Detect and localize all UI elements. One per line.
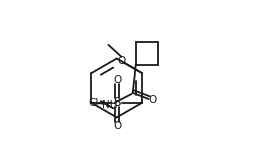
Text: S: S xyxy=(114,96,121,109)
Text: O: O xyxy=(117,56,126,66)
Text: O: O xyxy=(148,96,157,105)
Text: Cl: Cl xyxy=(88,98,98,108)
Text: O: O xyxy=(113,121,121,131)
Text: NH: NH xyxy=(102,100,117,110)
Text: O: O xyxy=(113,75,121,85)
